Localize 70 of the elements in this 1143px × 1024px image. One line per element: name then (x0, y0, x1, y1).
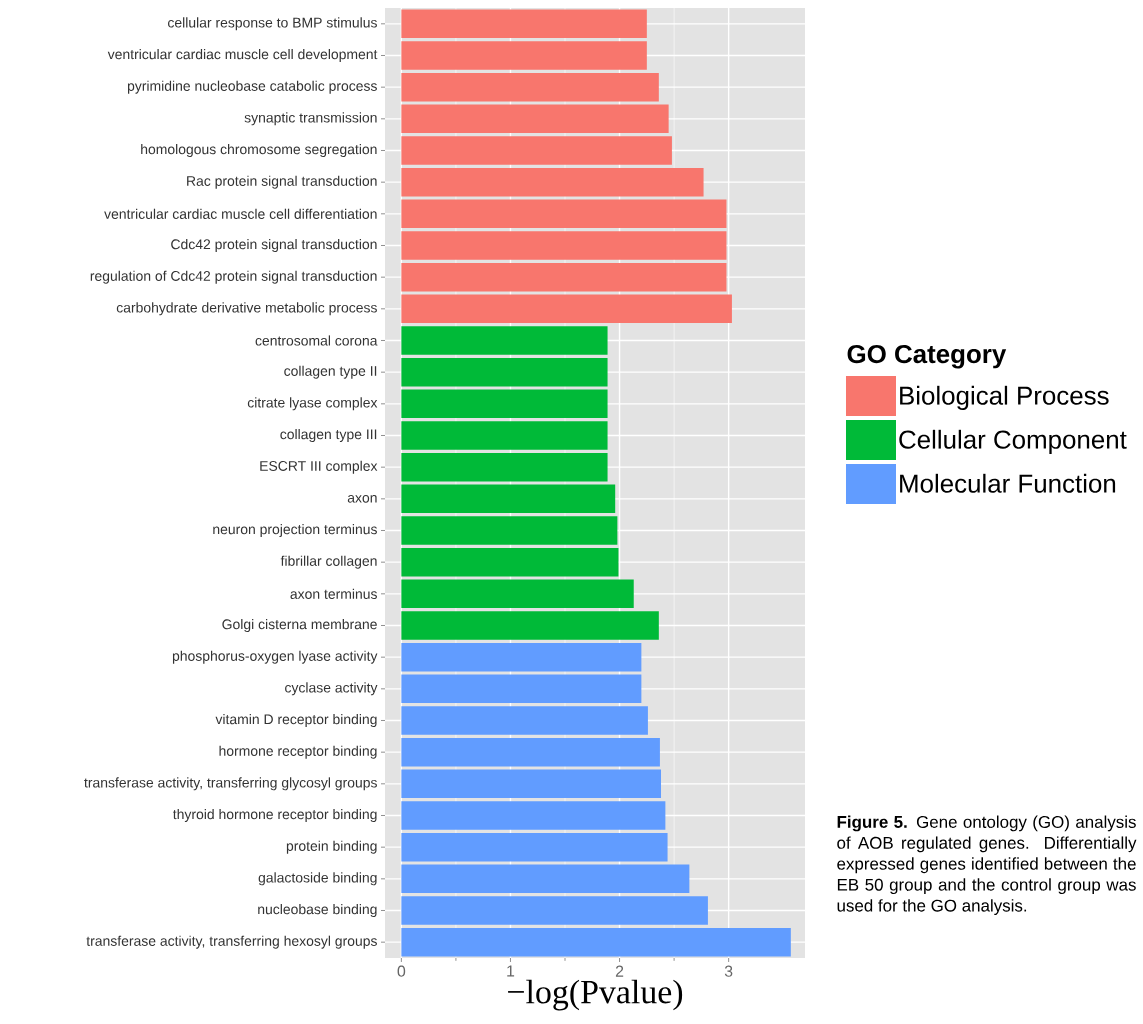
bar (401, 294, 732, 324)
bar (401, 262, 727, 292)
bar (401, 927, 791, 957)
y-tick-label: collagen type III (280, 428, 377, 442)
y-tick-label: citrate lyase complex (247, 397, 378, 411)
bar (401, 896, 708, 925)
bar (401, 41, 647, 70)
y-tick-label: transferase activity, transferring hexosyl groups (86, 935, 377, 949)
bar (401, 832, 668, 862)
x-tick-label: 3 (724, 965, 733, 977)
legend-label: Cellular Component (899, 429, 1127, 454)
bar (401, 452, 608, 482)
bar (401, 72, 659, 102)
y-tick-label: Cdc42 protein signal transduction (171, 238, 377, 252)
bar (401, 737, 660, 767)
bar (401, 167, 704, 197)
y-tick-label: galactoside binding (258, 872, 377, 886)
text: Figure 5. Gene ontology (GO) analysis of AOB regulated genes. Differentially expressed genes identified between the EB 50 group and the control group was used for the GO analysis. (837, 815, 1137, 915)
bar (401, 864, 690, 894)
bar (401, 769, 662, 799)
y-tick-label: ventricular cardiac muscle cell development (107, 48, 378, 62)
bar (401, 326, 608, 355)
bar (401, 231, 727, 260)
bar (401, 706, 648, 735)
bar (401, 579, 634, 609)
bar (401, 199, 727, 229)
y-tick-label: transferase activity, transferring glycosyl groups (84, 777, 377, 791)
y-tick-label: axon terminus (290, 588, 377, 599)
bar (401, 389, 608, 419)
x-tick-label: 2 (615, 965, 624, 977)
y-tick-label: collagen type II (284, 365, 377, 379)
bar (401, 516, 618, 545)
y-tick-label: regulation of Cdc42 protein signal transduction (90, 270, 377, 284)
y-tick-label: carbohydrate derivative metabolic process (116, 302, 377, 316)
x-tick-label: 1 (507, 965, 515, 977)
bar (401, 611, 659, 640)
y-tick-label: homologous chromosome segregation (141, 143, 377, 157)
y-tick-label: synaptic transmission (244, 112, 377, 126)
bar (401, 801, 666, 830)
y-tick-label: neuron projection terminus (213, 523, 377, 537)
bar (401, 136, 672, 165)
x-tick-label: 0 (397, 965, 406, 977)
y-tick-label: ventricular cardiac muscle cell differentiation (104, 208, 377, 219)
y-tick-label: ESCRT III complex (260, 460, 378, 474)
y-tick-label: vitamin D receptor binding (215, 713, 377, 727)
y-tick-label: protein binding (286, 840, 377, 854)
bar (401, 674, 642, 704)
y-tick-label: cyclase activity (285, 682, 378, 696)
y-tick-label: nucleobase binding (258, 903, 377, 917)
bar (401, 421, 608, 450)
y-tick-label: phosphorus-oxygen lyase activity (172, 650, 378, 664)
bar (401, 547, 619, 577)
y-tick-label: hormone receptor binding (219, 745, 377, 759)
x-axis-title: −log(Pvalue) (508, 979, 683, 1011)
y-tick-label: pyrimidine nucleobase catabolic process (127, 80, 377, 94)
bar (401, 357, 608, 387)
legend-label: Biological Process (900, 385, 1109, 410)
y-tick-label: Rac protein signal transduction (187, 175, 377, 189)
legend-label: Molecular Function (900, 473, 1116, 493)
y-tick-label: axon (347, 495, 377, 503)
bar (401, 9, 647, 39)
y-tick-label: Golgi cisterna membrane (222, 618, 377, 632)
y-tick-label: centrosomal corona (255, 335, 378, 346)
bar (401, 484, 616, 514)
legend-title: GO Category (847, 344, 1007, 369)
y-tick-label: fibrillar collagen (280, 555, 377, 569)
bar (401, 642, 642, 672)
y-tick-label: cellular response to BMP stimulus (168, 17, 377, 31)
y-tick-label: thyroid hormone receptor binding (173, 808, 377, 822)
bar (401, 104, 669, 134)
